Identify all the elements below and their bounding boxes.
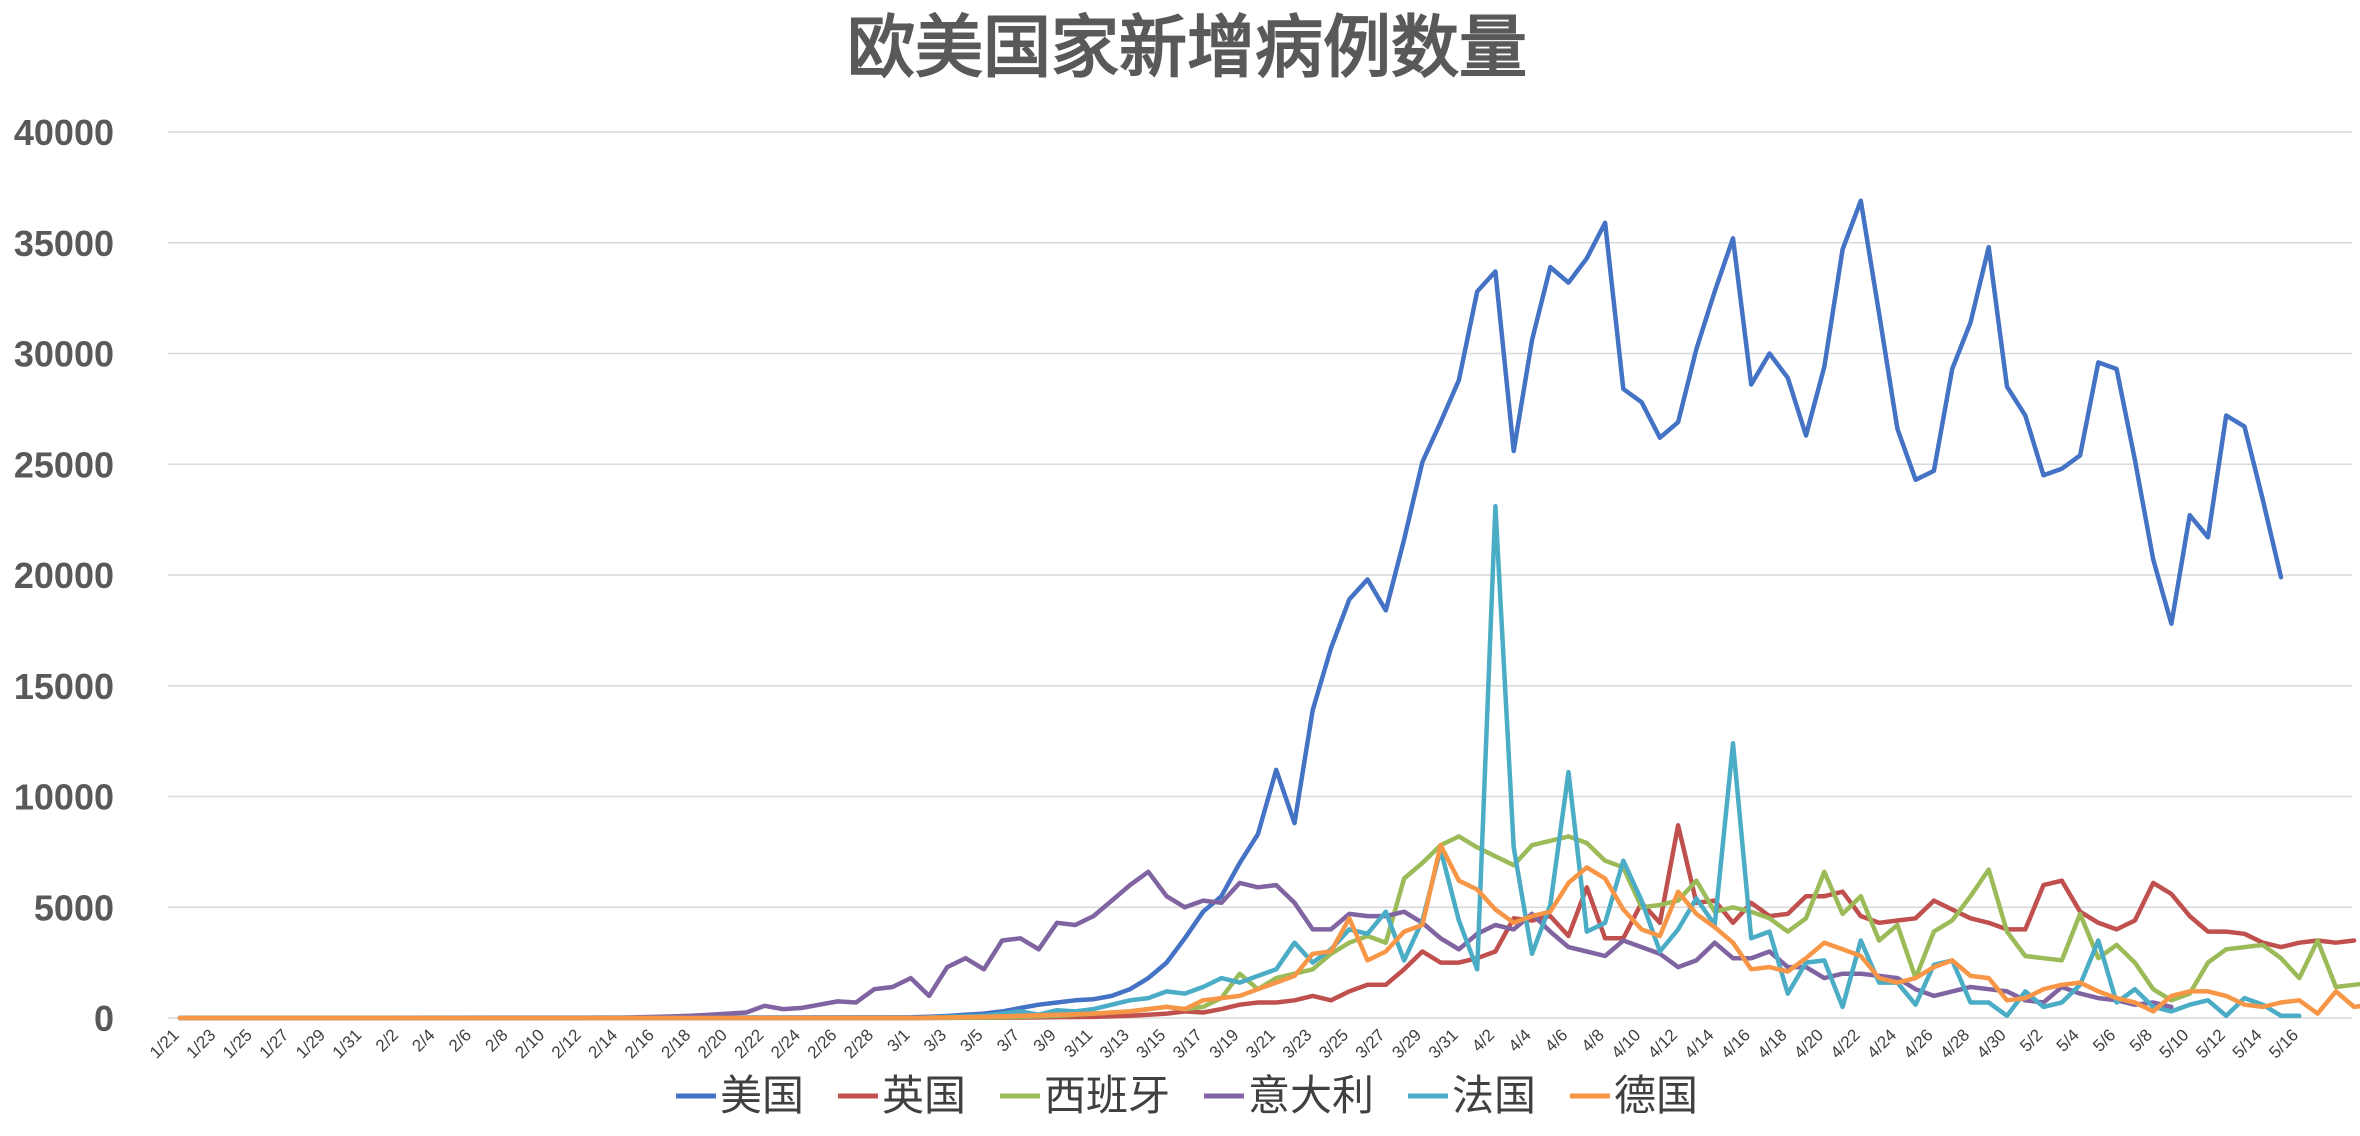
x-tick-label: 3/31 <box>1425 1025 1462 1062</box>
series-line-1 <box>177 823 2357 1021</box>
x-tick-label: 2/20 <box>694 1025 731 1062</box>
x-axis-ticks: 1/21 1/23 1/25 1/27 1/29 1/31 2/2 2/4 2/6 2/8 2/10… <box>146 1025 2302 1062</box>
legend: 美国 英国 西班牙 意大利 法国 德国 <box>676 1071 1698 1120</box>
y-tick-label: 0 <box>94 998 114 1039</box>
x-tick-label: 4/18 <box>1754 1025 1791 1062</box>
x-tick-label: 5/8 <box>2126 1025 2156 1055</box>
legend-label: 英国 <box>882 1071 966 1120</box>
x-tick-label: 2/26 <box>804 1025 841 1062</box>
x-tick-label: 5/16 <box>2265 1025 2302 1062</box>
x-tick-label: 2/22 <box>731 1025 768 1062</box>
x-tick-label: 2/2 <box>372 1025 402 1055</box>
x-tick-label: 2/24 <box>767 1025 804 1062</box>
legend-item: 美国 <box>676 1071 804 1120</box>
series-line-5 <box>177 842 2360 1021</box>
series-line-3 <box>177 869 2174 1021</box>
series-line-0 <box>177 198 2284 1021</box>
legend-label: 意大利 <box>1248 1071 1374 1120</box>
x-tick-label: 2/18 <box>658 1025 695 1062</box>
legend-label: 西班牙 <box>1044 1071 1170 1120</box>
x-tick-label: 1/31 <box>329 1025 366 1062</box>
x-tick-label: 3/11 <box>1060 1025 1096 1061</box>
x-tick-label: 2/28 <box>840 1025 877 1062</box>
x-tick-label: 4/14 <box>1681 1025 1718 1062</box>
y-axis-ticks: 0 5000 10000 15000 20000 25000 30000 35000 40000 <box>14 112 114 1039</box>
gridlines <box>168 131 2352 1019</box>
x-tick-label: 4/16 <box>1717 1025 1754 1062</box>
x-tick-label: 5/10 <box>2156 1025 2193 1062</box>
x-tick-label: 1/21 <box>146 1025 183 1062</box>
legend-item: 意大利 <box>1204 1071 1374 1120</box>
x-tick-label: 4/10 <box>1608 1025 1645 1062</box>
y-tick-label: 10000 <box>14 777 114 818</box>
chart-title: 欧美国家新增病例数量 <box>847 9 1527 88</box>
x-tick-label: 4/28 <box>1936 1025 1973 1062</box>
x-tick-label: 4/2 <box>1468 1025 1498 1055</box>
x-tick-label: 2/8 <box>482 1025 512 1055</box>
y-tick-label: 25000 <box>14 444 114 485</box>
x-tick-label: 5/4 <box>2053 1025 2083 1055</box>
legend-item: 英国 <box>838 1071 966 1120</box>
legend-label: 美国 <box>720 1071 804 1120</box>
x-tick-label: 1/25 <box>219 1025 256 1062</box>
x-tick-label: 1/29 <box>292 1025 329 1062</box>
x-tick-label: 1/23 <box>183 1025 220 1062</box>
series-line-2 <box>177 834 2360 1021</box>
x-tick-label: 3/15 <box>1133 1025 1170 1062</box>
x-tick-label: 3/27 <box>1352 1025 1389 1062</box>
legend-item: 德国 <box>1570 1071 1698 1120</box>
x-tick-label: 3/19 <box>1206 1025 1243 1062</box>
y-tick-label: 40000 <box>14 112 114 153</box>
x-tick-label: 2/10 <box>511 1025 548 1062</box>
y-tick-label: 30000 <box>14 334 114 375</box>
x-tick-label: 5/6 <box>2089 1025 2119 1055</box>
x-tick-label: 3/3 <box>920 1025 950 1055</box>
x-tick-label: 5/2 <box>2016 1025 2046 1055</box>
series-line-4 <box>177 504 2302 1021</box>
x-tick-label: 3/5 <box>957 1025 987 1055</box>
x-tick-label: 5/14 <box>2229 1025 2266 1062</box>
y-tick-label: 35000 <box>14 223 114 264</box>
x-tick-label: 2/4 <box>408 1025 438 1055</box>
x-tick-label: 3/25 <box>1315 1025 1352 1062</box>
x-tick-label: 2/14 <box>584 1025 621 1062</box>
legend-label: 德国 <box>1614 1071 1698 1120</box>
legend-item: 西班牙 <box>1000 1071 1170 1120</box>
legend-item: 法国 <box>1408 1071 1536 1120</box>
x-tick-label: 3/21 <box>1242 1025 1279 1062</box>
x-tick-label: 4/4 <box>1505 1025 1535 1055</box>
x-tick-label: 2/12 <box>548 1025 585 1062</box>
x-tick-label: 3/1 <box>883 1025 913 1055</box>
x-tick-label: 3/9 <box>1030 1025 1060 1055</box>
x-tick-label: 4/12 <box>1644 1025 1681 1062</box>
x-tick-label: 1/27 <box>256 1025 293 1062</box>
y-tick-label: 15000 <box>14 666 114 707</box>
x-tick-label: 4/8 <box>1578 1025 1608 1055</box>
x-tick-label: 5/12 <box>2192 1025 2229 1062</box>
x-tick-label: 4/22 <box>1827 1025 1864 1062</box>
x-tick-label: 4/30 <box>1973 1025 2010 1062</box>
x-tick-label: 3/29 <box>1388 1025 1425 1062</box>
x-tick-label: 3/23 <box>1279 1025 1316 1062</box>
x-tick-label: 4/24 <box>1863 1025 1900 1062</box>
y-tick-label: 5000 <box>34 887 114 928</box>
x-tick-label: 4/26 <box>1900 1025 1937 1062</box>
y-tick-label: 20000 <box>14 555 114 596</box>
legend-label: 法国 <box>1452 1071 1536 1120</box>
x-tick-label: 3/13 <box>1096 1025 1133 1062</box>
x-tick-label: 2/6 <box>445 1025 475 1055</box>
series-lines <box>177 198 2360 1021</box>
x-tick-label: 4/6 <box>1541 1025 1571 1055</box>
x-tick-label: 2/16 <box>621 1025 658 1062</box>
x-tick-label: 3/7 <box>993 1025 1023 1055</box>
x-tick-label: 4/20 <box>1790 1025 1827 1062</box>
x-tick-label: 3/17 <box>1169 1025 1206 1062</box>
